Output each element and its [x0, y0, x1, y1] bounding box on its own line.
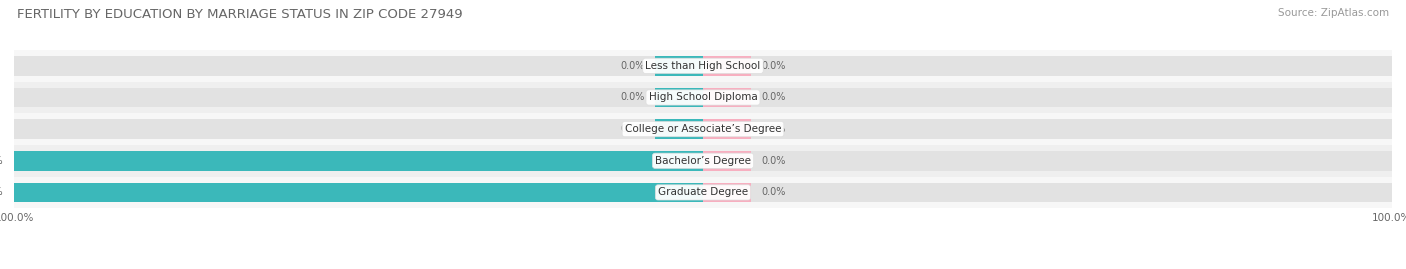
- Bar: [703, 183, 1392, 202]
- Text: 0.0%: 0.0%: [762, 61, 786, 71]
- Bar: [703, 88, 751, 107]
- Text: 0.0%: 0.0%: [762, 93, 786, 102]
- Bar: [703, 119, 1392, 139]
- Bar: [14, 176, 1392, 208]
- Text: 0.0%: 0.0%: [762, 124, 786, 134]
- Text: 0.0%: 0.0%: [620, 124, 644, 134]
- Text: Less than High School: Less than High School: [645, 61, 761, 71]
- Text: Bachelor’s Degree: Bachelor’s Degree: [655, 156, 751, 166]
- Bar: [14, 50, 1392, 82]
- Bar: [703, 56, 751, 76]
- Text: 0.0%: 0.0%: [620, 93, 644, 102]
- Text: 0.0%: 0.0%: [762, 156, 786, 166]
- Bar: [14, 183, 703, 202]
- Bar: [703, 151, 1392, 171]
- Bar: [703, 119, 751, 139]
- Bar: [703, 151, 751, 171]
- Text: High School Diploma: High School Diploma: [648, 93, 758, 102]
- Text: 100.0%: 100.0%: [0, 156, 4, 166]
- Text: 0.0%: 0.0%: [762, 187, 786, 197]
- Bar: [14, 183, 703, 202]
- Text: 100.0%: 100.0%: [0, 187, 4, 197]
- Bar: [703, 183, 751, 202]
- Bar: [703, 88, 1392, 107]
- Text: Graduate Degree: Graduate Degree: [658, 187, 748, 197]
- Text: Source: ZipAtlas.com: Source: ZipAtlas.com: [1278, 8, 1389, 18]
- Text: 0.0%: 0.0%: [620, 61, 644, 71]
- Bar: [14, 56, 703, 76]
- Text: FERTILITY BY EDUCATION BY MARRIAGE STATUS IN ZIP CODE 27949: FERTILITY BY EDUCATION BY MARRIAGE STATU…: [17, 8, 463, 21]
- Bar: [655, 88, 703, 107]
- Bar: [14, 145, 1392, 176]
- Text: College or Associate’s Degree: College or Associate’s Degree: [624, 124, 782, 134]
- Bar: [14, 113, 1392, 145]
- Bar: [14, 82, 1392, 113]
- Bar: [14, 88, 703, 107]
- Bar: [14, 151, 703, 171]
- Bar: [655, 119, 703, 139]
- Bar: [14, 119, 703, 139]
- Bar: [655, 56, 703, 76]
- Bar: [14, 151, 703, 171]
- Bar: [703, 56, 1392, 76]
